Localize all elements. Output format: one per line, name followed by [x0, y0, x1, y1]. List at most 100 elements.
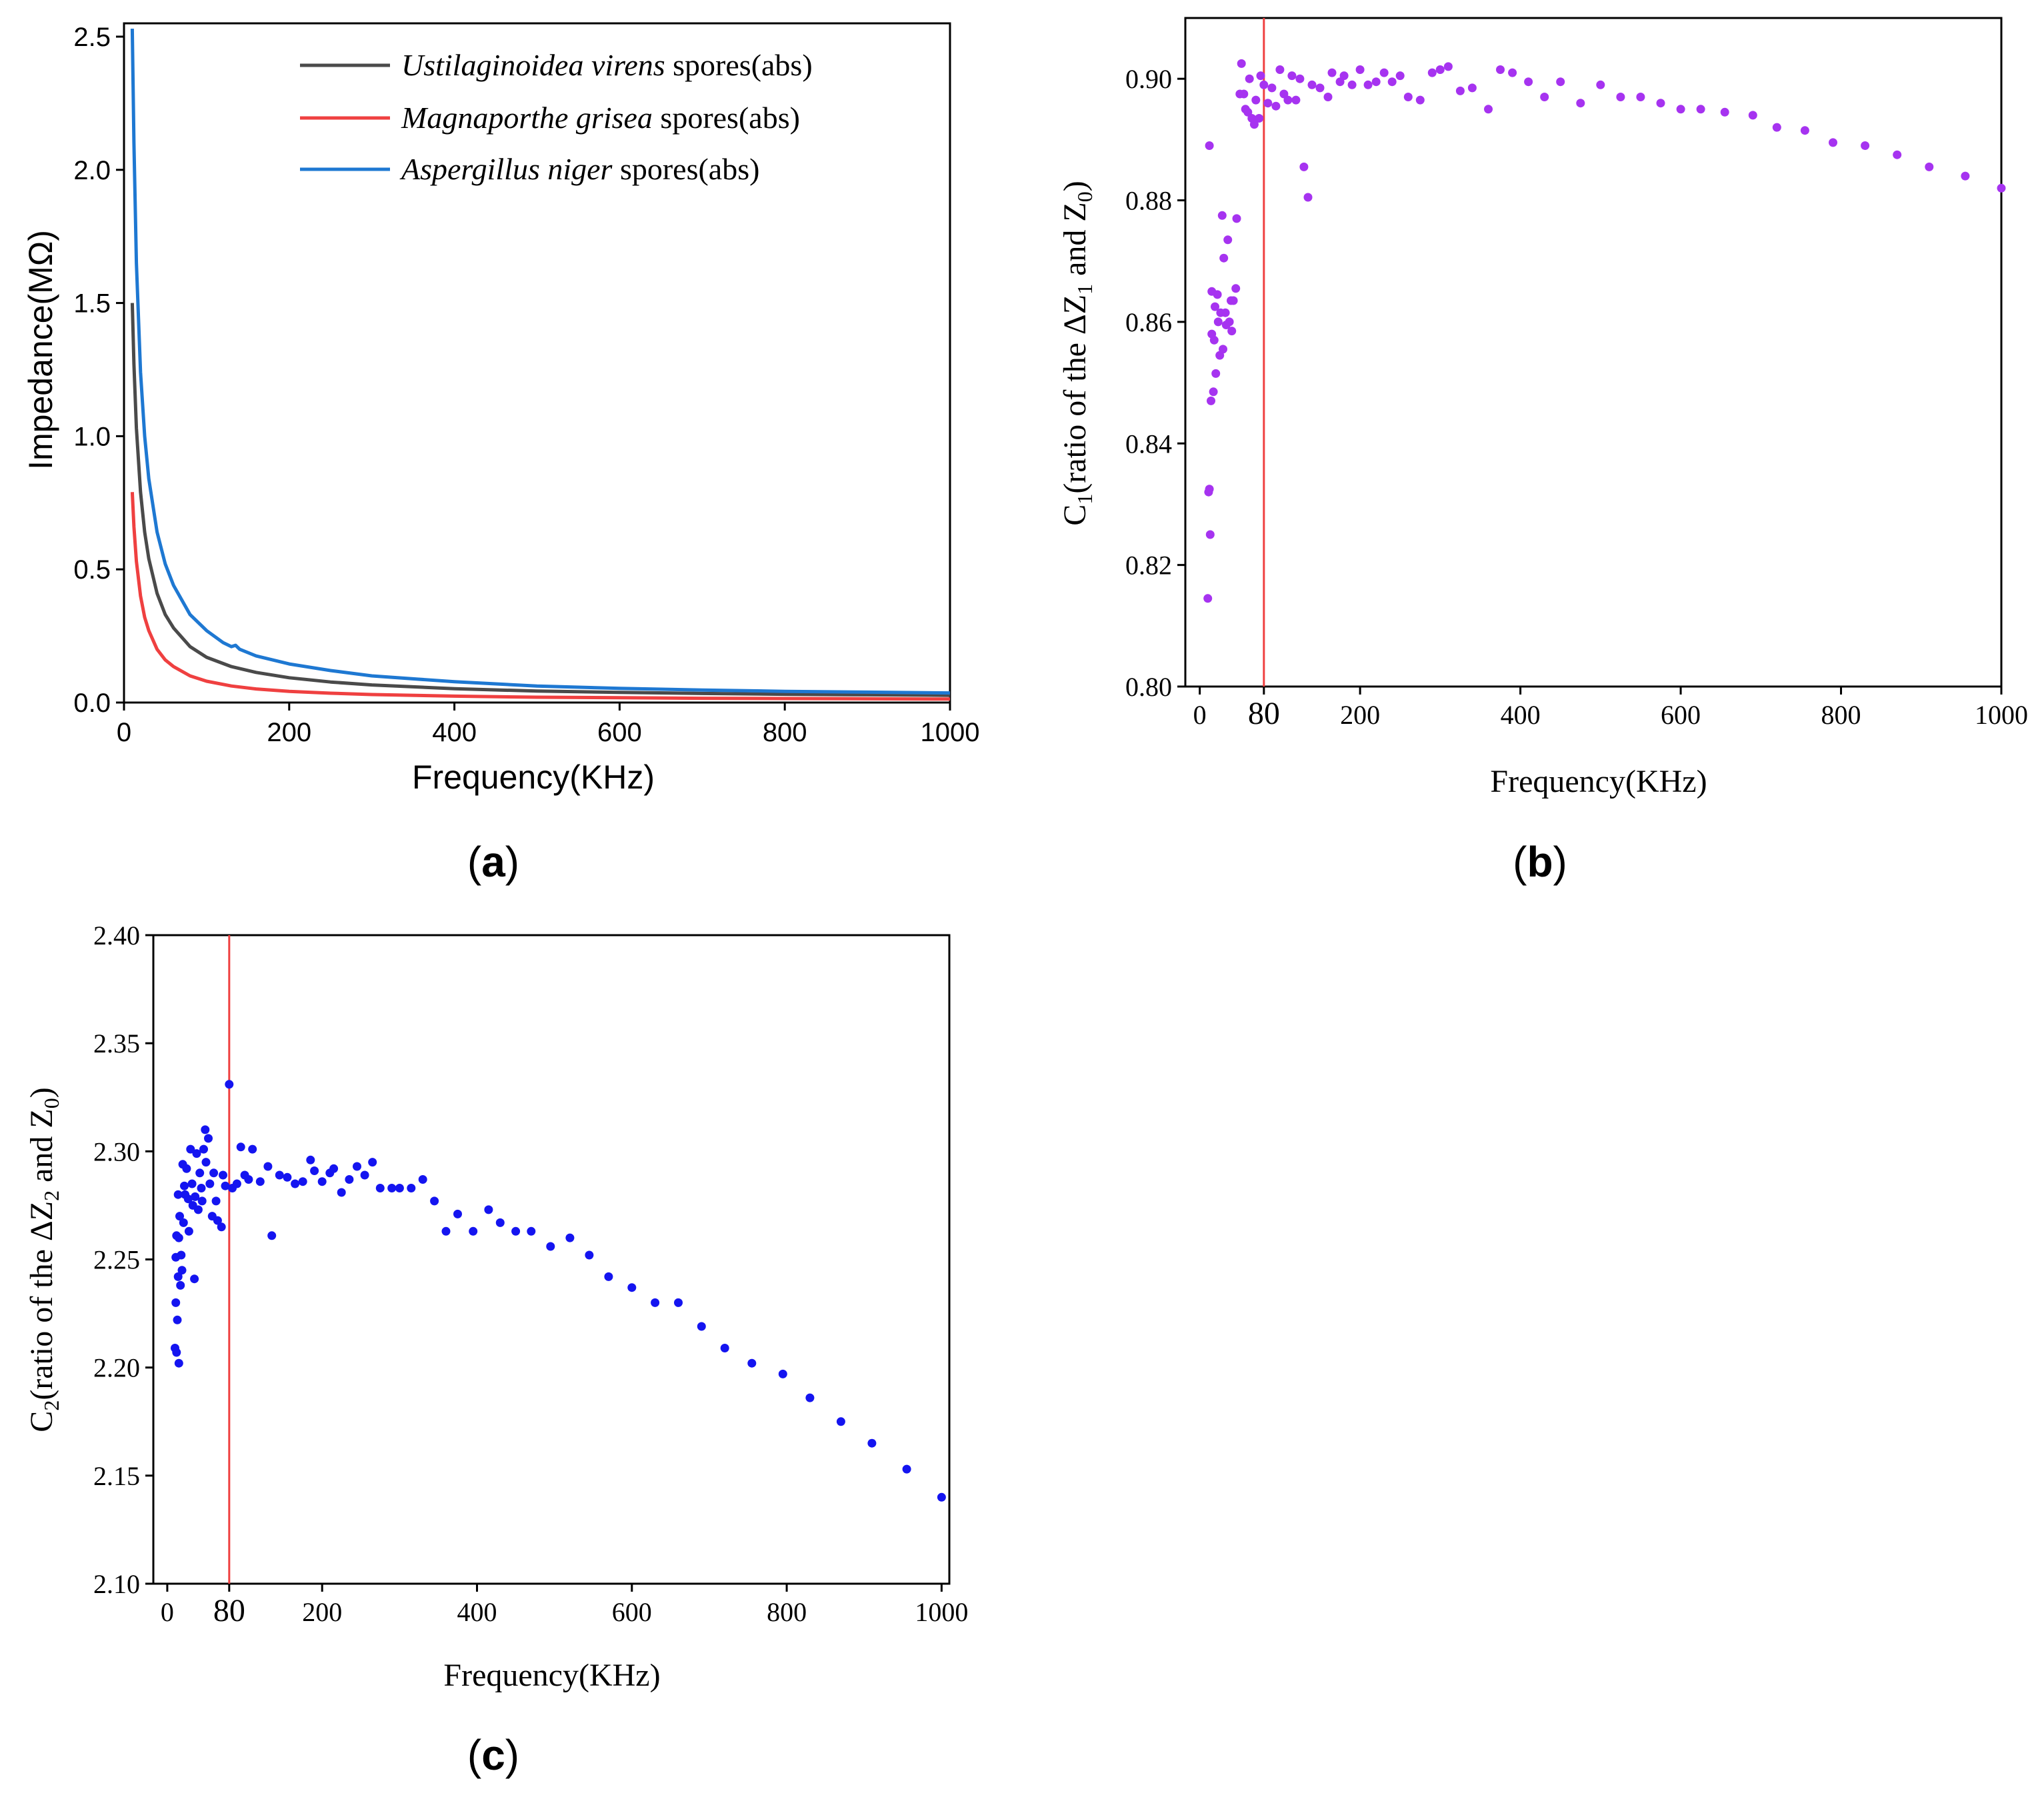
data-point-3	[1205, 141, 1214, 150]
data-point-18	[182, 1164, 191, 1173]
x-tick-label-0: 0	[117, 718, 131, 747]
data-point-50	[1303, 193, 1313, 202]
data-point-86	[674, 1298, 683, 1307]
data-point-67	[1435, 65, 1445, 74]
data-point-13	[1213, 317, 1223, 327]
x-tick-label-800: 800	[767, 1597, 807, 1627]
data-point-80	[1636, 93, 1645, 101]
data-point-74	[1524, 77, 1533, 87]
x-tick-label-80: 80	[1248, 696, 1280, 731]
data-point-35	[1249, 120, 1259, 129]
data-point-69	[395, 1184, 404, 1192]
data-point-22	[1225, 317, 1234, 327]
data-point-38	[1256, 71, 1265, 81]
data-point-57	[306, 1155, 315, 1164]
data-point-75	[1540, 93, 1549, 101]
data-point-51	[1307, 80, 1317, 89]
panel-a-y-axis-label: Impedance(MΩ)	[22, 230, 59, 470]
y-tick-label-0: 0.0	[73, 689, 111, 718]
panel-c-plot-area: 0 80 200 400 600 800 1000 2.10 2.15 2.20 2.25 2.30 2…	[93, 920, 968, 1628]
data-point-56	[1339, 71, 1349, 81]
data-point-9	[1209, 335, 1219, 345]
panel-b-c1-chart: 0 80 200 400 600 800 1000 0.80 0.82 0.84 0.86 0.88 0…	[1057, 17, 2028, 886]
data-point-91	[1925, 162, 1934, 171]
data-point-93	[1997, 183, 2006, 193]
data-point-29	[1237, 59, 1246, 68]
panel-a-legend: Ustilaginoidea virens spores(abs) Magnap…	[300, 48, 813, 186]
data-point-26	[192, 1149, 201, 1158]
data-point-33	[201, 1158, 211, 1167]
data-point-5	[1207, 396, 1215, 405]
data-point-65	[1415, 95, 1425, 105]
data-point-19	[183, 1194, 193, 1204]
data-point-6	[173, 1272, 183, 1281]
panel-b-x-axis-label: Frequency(KHz)	[1490, 764, 1707, 799]
data-point-74	[453, 1209, 462, 1218]
data-point-27	[193, 1205, 203, 1214]
data-point-57	[1347, 80, 1357, 89]
legend-label-ustilaginoidea: Ustilaginoidea virens spores(abs)	[401, 48, 813, 82]
data-point-52	[267, 1231, 277, 1240]
y-tick-label-0: 2.10	[93, 1569, 140, 1599]
data-point-16	[1217, 211, 1227, 220]
data-point-9	[174, 1358, 183, 1368]
y-tick-label-6: 2.40	[93, 920, 140, 950]
y-tick-label-5: 2.5	[73, 23, 111, 52]
data-point-62	[1387, 77, 1397, 87]
data-point-20	[184, 1226, 193, 1236]
data-point-49	[1299, 162, 1309, 171]
data-point-66	[1427, 68, 1437, 77]
data-point-73	[441, 1226, 451, 1236]
data-point-32	[1243, 107, 1253, 117]
x-tick-label-1000: 1000	[921, 718, 980, 747]
data-point-55	[291, 1179, 300, 1188]
y-tick-label-4: 2.30	[93, 1136, 140, 1166]
panel-b-y-axis-label: C1(ratio of the ΔZ1 and Z0)	[1057, 181, 1097, 525]
series-line-1	[130, 492, 950, 701]
data-point-58	[310, 1166, 319, 1175]
data-point-51	[263, 1162, 273, 1171]
data-point-84	[1720, 107, 1729, 117]
data-point-24	[190, 1274, 199, 1284]
plot-frame	[123, 22, 951, 704]
data-point-34	[204, 1134, 213, 1143]
x-tick-label-200: 200	[302, 1597, 342, 1627]
panel-a-plot-area: 0 200 400 600 800 1000 0.0 0.5 1.0 1.5 2.0 2.5	[73, 22, 980, 747]
data-point-22	[187, 1179, 197, 1188]
data-point-37	[1255, 114, 1264, 123]
data-point-12	[1213, 290, 1222, 299]
data-point-5	[173, 1315, 182, 1324]
data-point-75	[469, 1226, 478, 1236]
x-tick-label-600: 600	[612, 1597, 652, 1627]
data-point-42	[1271, 101, 1281, 111]
data-point-39	[213, 1216, 222, 1225]
data-point-37	[209, 1168, 219, 1178]
data-point-64	[353, 1162, 361, 1171]
panel-a-caption: (a)	[467, 838, 519, 886]
x-tick-label-800: 800	[1821, 700, 1861, 730]
data-point-25	[191, 1192, 200, 1201]
data-point-81	[1656, 99, 1665, 108]
panel-c-y-axis-label: C2(ratio of the ΔZ2 and Z0)	[24, 1087, 63, 1432]
data-point-77	[495, 1218, 505, 1227]
data-point-11	[1211, 369, 1221, 378]
data-point-8	[174, 1233, 183, 1242]
series-line-2	[130, 28, 950, 695]
data-point-73	[1508, 68, 1517, 77]
y-tick-label-2: 2.20	[93, 1353, 140, 1383]
data-point-21	[1223, 235, 1233, 245]
data-point-42	[221, 1181, 230, 1190]
data-point-47	[1291, 95, 1301, 105]
data-point-83	[1696, 105, 1705, 114]
data-point-79	[527, 1226, 536, 1236]
data-point-85	[1748, 111, 1757, 120]
data-point-30	[1239, 89, 1249, 99]
data-point-48	[1295, 74, 1305, 83]
data-point-59	[317, 1177, 327, 1186]
data-point-68	[1443, 62, 1453, 71]
data-point-27	[1232, 214, 1241, 223]
panel-c-x-axis-label: Frequency(KHz)	[443, 1658, 660, 1693]
y-tick-label-0: 0.80	[1125, 672, 1172, 702]
data-point-49	[248, 1144, 257, 1154]
